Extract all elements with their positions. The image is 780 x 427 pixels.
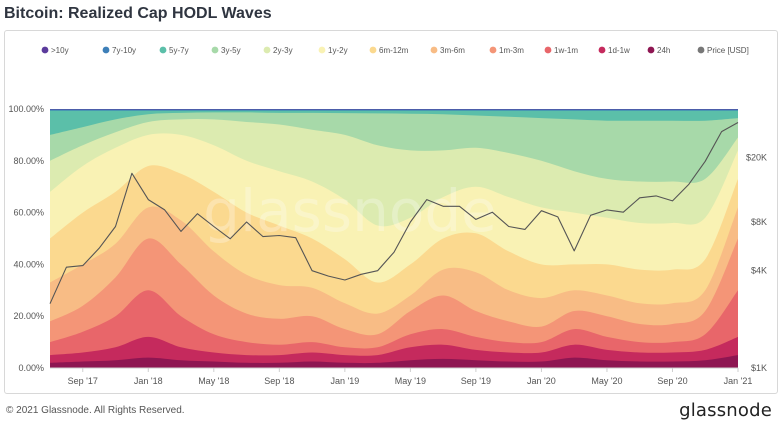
legend-item-Price-USD-[interactable]: Price [USD] xyxy=(697,46,749,55)
legend-label: 3y-5y xyxy=(221,46,241,55)
price-line xyxy=(49,122,739,304)
legend-swatch xyxy=(263,46,271,54)
legend-item--10y[interactable]: >10y xyxy=(41,46,69,55)
y-right-tick-label: $20K xyxy=(746,153,767,163)
legend-swatch xyxy=(102,46,110,54)
y-right-tick-label: $1K xyxy=(751,363,767,373)
x-tick-label: May '19 xyxy=(395,376,426,386)
x-tick-label: May '20 xyxy=(591,376,622,386)
legend-item-2y-3y[interactable]: 2y-3y xyxy=(263,46,293,55)
x-tick-label: Jan '18 xyxy=(134,376,163,386)
legend-swatch xyxy=(489,46,497,54)
y-left-tick-label: 80.00% xyxy=(13,156,44,166)
legend-item-3m-6m[interactable]: 3m-6m xyxy=(430,46,466,55)
legend-label: 1d-1w xyxy=(608,46,630,55)
legend-swatch xyxy=(697,46,705,54)
legend-item-1w-1m[interactable]: 1w-1m xyxy=(544,46,579,55)
legend-item-5y-7y[interactable]: 5y-7y xyxy=(159,46,189,55)
watermark: glassnode xyxy=(203,177,497,245)
y-left-tick-label: 40.00% xyxy=(13,259,44,269)
x-tick-label: Sep '17 xyxy=(68,376,98,386)
legend-label: 1w-1m xyxy=(554,46,578,55)
x-tick-label: Sep '20 xyxy=(657,376,687,386)
glassnode-logo[interactable]: glassnode xyxy=(679,400,772,421)
y-left-tick-label: 60.00% xyxy=(13,208,44,218)
axes-group: 0.00% 20.00% 40.00% 60.00% 80.00% 100.00% $1K $… xyxy=(8,104,767,386)
legend-item-6m-12m[interactable]: 6m-12m xyxy=(369,46,409,55)
legend-label: Price [USD] xyxy=(707,46,749,55)
price-line-group xyxy=(49,122,739,304)
legend-item-1y-2y[interactable]: 1y-2y xyxy=(318,46,348,55)
legend-swatch xyxy=(369,46,377,54)
x-tick-label: Sep '18 xyxy=(264,376,294,386)
legend-label: 6m-12m xyxy=(379,46,409,55)
legend-swatch xyxy=(430,46,438,54)
legend-swatch xyxy=(598,46,606,54)
legend-swatch xyxy=(41,46,49,54)
y-right-tick-label: $4K xyxy=(751,266,767,276)
y-right-tick-label: $8K xyxy=(751,217,767,227)
legend-label: 7y-10y xyxy=(112,46,136,55)
chart-panel: glassnode 0.00% 20.00% 40.00% 60.00% 80.00% 1… xyxy=(4,30,778,394)
legend-swatch xyxy=(647,46,655,54)
legend-label: 1m-3m xyxy=(499,46,524,55)
legend[interactable]: >10y 7y-10y 5y-7y 3y-5y 2y-3y 1y-2y 6m-12m 3m-6… xyxy=(41,46,749,55)
legend-item-3y-5y[interactable]: 3y-5y xyxy=(211,46,241,55)
legend-label: 1y-2y xyxy=(328,46,348,55)
legend-label: >10y xyxy=(51,46,69,55)
x-tick-label: Jan '20 xyxy=(527,376,556,386)
legend-label: 24h xyxy=(657,46,670,55)
x-tick-label: Sep '19 xyxy=(461,376,491,386)
hodl-wave-areas xyxy=(50,109,738,369)
x-tick-label: Jan '21 xyxy=(724,376,753,386)
x-tick-label: Jan '19 xyxy=(330,376,359,386)
legend-item-1m-3m[interactable]: 1m-3m xyxy=(489,46,525,55)
legend-swatch xyxy=(211,46,219,54)
legend-item-1d-1w[interactable]: 1d-1w xyxy=(598,46,630,55)
legend-label: 3m-6m xyxy=(440,46,465,55)
x-tick-label: May '18 xyxy=(198,376,229,386)
y-left-tick-label: 0.00% xyxy=(18,363,44,373)
y-left-tick-label: 100.00% xyxy=(8,104,44,114)
legend-label: 5y-7y xyxy=(169,46,189,55)
copyright-text: © 2021 Glassnode. All Rights Reserved. xyxy=(6,405,185,416)
chart-title: Bitcoin: Realized Cap HODL Waves xyxy=(4,5,272,22)
legend-label: 2y-3y xyxy=(273,46,293,55)
legend-swatch xyxy=(544,46,552,54)
legend-item-7y-10y[interactable]: 7y-10y xyxy=(102,46,136,55)
y-left-tick-label: 20.00% xyxy=(13,311,44,321)
legend-swatch xyxy=(318,46,326,54)
legend-item-24h[interactable]: 24h xyxy=(647,46,671,55)
legend-swatch xyxy=(159,46,167,54)
area-24h xyxy=(50,355,738,368)
chart-svg: glassnode 0.00% 20.00% 40.00% 60.00% 80.00% 1… xyxy=(8,46,767,386)
